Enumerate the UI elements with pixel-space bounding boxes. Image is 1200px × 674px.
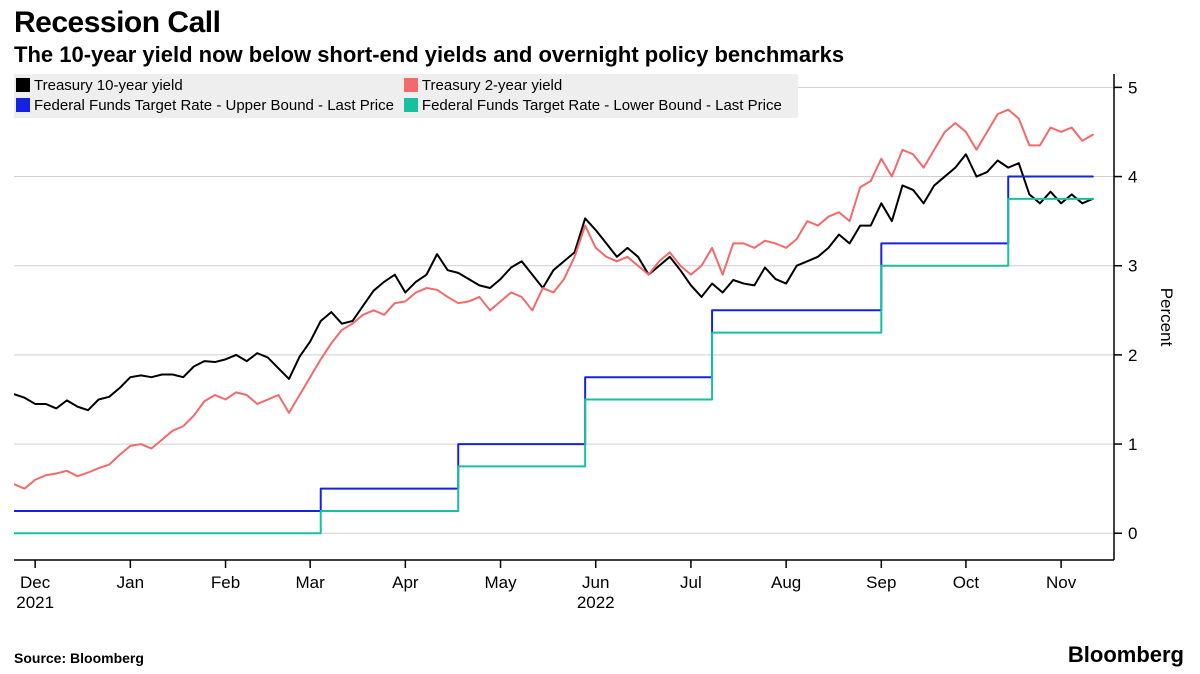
svg-text:Sep: Sep [866, 573, 896, 592]
source-label: Source: Bloomberg [14, 650, 144, 666]
svg-text:1: 1 [1128, 435, 1137, 454]
legend-item: Federal Funds Target Rate - Lower Bound … [404, 96, 792, 116]
svg-text:Jul: Jul [680, 573, 702, 592]
svg-text:Mar: Mar [296, 573, 326, 592]
svg-text:2022: 2022 [577, 593, 615, 612]
legend-item: Federal Funds Target Rate - Upper Bound … [16, 96, 404, 116]
svg-text:3: 3 [1128, 257, 1137, 276]
svg-text:4: 4 [1128, 168, 1137, 187]
svg-text:Feb: Feb [211, 573, 240, 592]
y-axis-label: Percent [1156, 288, 1176, 347]
svg-text:Nov: Nov [1046, 573, 1077, 592]
legend-item: Treasury 10-year yield [16, 76, 404, 96]
legend-swatch [16, 98, 30, 112]
svg-text:Jun: Jun [582, 573, 609, 592]
svg-text:2: 2 [1128, 346, 1137, 365]
chart-title: Recession Call [14, 6, 220, 40]
chart-area: 0 1 2 3 4 5 Dec Jan Feb Mar Apr May Jun Jul Aug Sep Oct N… [14, 74, 1186, 639]
svg-text:Jan: Jan [117, 573, 144, 592]
svg-text:Dec: Dec [20, 573, 51, 592]
svg-text:5: 5 [1128, 78, 1137, 97]
legend-swatch [16, 78, 30, 92]
svg-text:Oct: Oct [953, 573, 980, 592]
svg-text:0: 0 [1128, 524, 1137, 543]
svg-text:May: May [484, 573, 517, 592]
legend-swatch [404, 78, 418, 92]
legend-swatch [404, 98, 418, 112]
svg-text:Apr: Apr [392, 573, 419, 592]
legend: Treasury 10-year yieldTreasury 2-year yi… [14, 74, 798, 118]
svg-text:2021: 2021 [16, 593, 54, 612]
chart-svg: 0 1 2 3 4 5 Dec Jan Feb Mar Apr May Jun Jul Aug Sep Oct N… [14, 74, 1186, 634]
brand-label: Bloomberg [1068, 642, 1184, 668]
chart-subtitle: The 10-year yield now below short-end yi… [14, 42, 844, 68]
svg-text:Aug: Aug [771, 573, 801, 592]
legend-item: Treasury 2-year yield [404, 76, 792, 96]
